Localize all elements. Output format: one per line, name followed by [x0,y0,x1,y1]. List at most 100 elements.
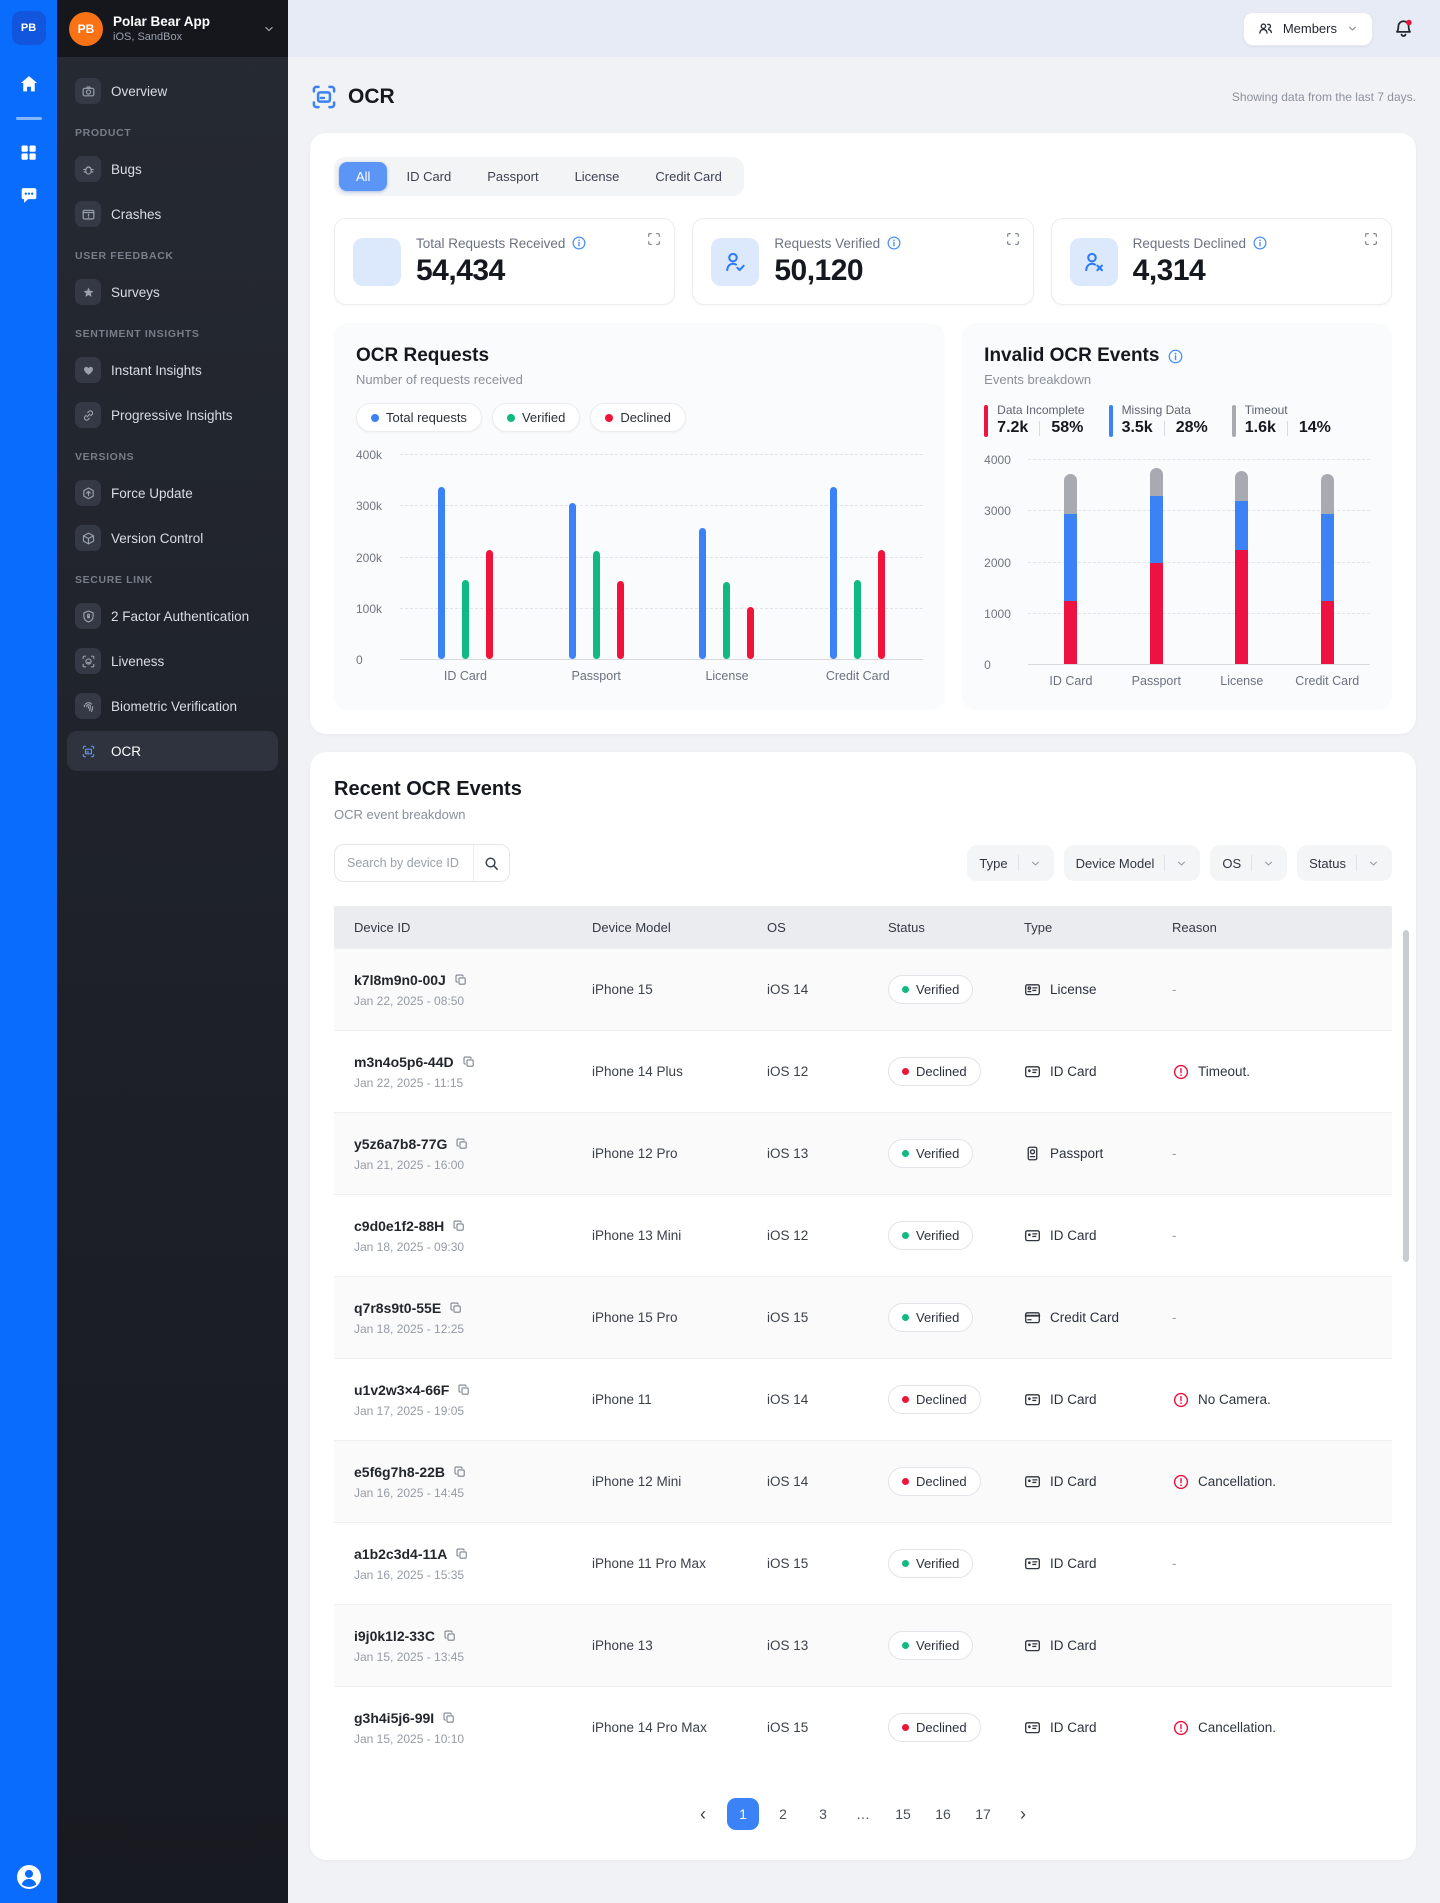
stacked-bar [1064,474,1078,664]
sidebar-section-label: VERSIONS [75,451,135,463]
sidebar-item-crashes[interactable]: Crashes [67,194,278,234]
page-button-1[interactable]: 1 [727,1798,759,1830]
home-icon[interactable] [18,73,40,95]
copy-icon[interactable] [455,1137,469,1151]
device-id: u1v2w3×4-66F [354,1382,592,1398]
sidebar-item-instant-insights[interactable]: Instant Insights [67,350,278,390]
id-card-icon [1024,1719,1041,1736]
bar [485,550,493,659]
copy-icon[interactable] [452,1219,466,1233]
legend-stat-data-incomplete: Data Incomplete 7.2k 58% [984,403,1085,437]
notification-bell-icon[interactable] [1393,18,1414,39]
copy-icon[interactable] [453,1465,467,1479]
copy-icon[interactable] [454,973,468,987]
copy-icon[interactable] [449,1301,463,1315]
bar-group-id-card [400,454,531,659]
sidebar-item-bugs[interactable]: Bugs [67,149,278,189]
table-row: u1v2w3×4-66F Jan 17, 2025 - 19:05 iPhone 1… [334,1358,1392,1440]
type-cell: License [1024,981,1172,998]
copy-icon[interactable] [442,1711,456,1725]
tab-id-card[interactable]: ID Card [406,169,452,184]
y-axis-tick: 200k [356,550,383,565]
os-cell: iOS 13 [767,1638,809,1653]
user-avatar-icon[interactable] [14,1862,44,1892]
sidebar-item-biometric-verification[interactable]: Biometric Verification [67,686,278,726]
device-id-text: q7r8s9t0-55E [354,1299,442,1316]
sidebar-item-overview[interactable]: Overview [67,71,278,111]
expand-icon[interactable] [1363,231,1379,247]
info-icon[interactable] [1167,348,1184,365]
filter-label: Device Model [1075,855,1155,871]
sidebar-item-label: Version Control [111,530,204,546]
page-button-2[interactable]: 2 [779,1806,787,1822]
expand-icon[interactable] [1005,231,1021,247]
bar [592,551,600,659]
sidebar-item-progressive-insights[interactable]: Progressive Insights [67,395,278,435]
search-icon[interactable] [473,845,509,881]
sidebar-item-version-control[interactable]: Version Control [67,518,278,558]
sidebar-item-surveys[interactable]: Surveys [67,272,278,312]
search-input[interactable] [335,856,473,870]
page-button-16[interactable]: 16 [935,1806,951,1822]
next-page-button[interactable]: › [1020,1803,1026,1824]
sidebar-item-2-factor-authentication[interactable]: 2 Factor Authentication [67,596,278,636]
tab-all[interactable]: All [339,162,388,191]
device-id: i9j0k1l2-33C [354,1628,592,1644]
gridline [400,454,924,455]
filter-type[interactable]: Type [967,845,1054,881]
previous-page-button[interactable]: ‹ [700,1803,706,1824]
tab-license[interactable]: License [574,169,620,184]
info-icon[interactable] [886,235,902,251]
status-label: Verified [916,1638,960,1653]
device-model-cell: iPhone 13 Mini [592,1228,682,1243]
members-button[interactable]: Members [1242,11,1373,46]
copy-icon[interactable] [457,1383,471,1397]
sidebar-item-force-update[interactable]: Force Update [67,473,278,513]
column-header-device-model: Device Model [592,919,671,935]
filter-os[interactable]: OS [1210,845,1288,881]
chat-icon[interactable] [18,185,40,207]
filter-divider [1017,855,1019,871]
scrollbar-thumb[interactable] [1403,930,1409,1262]
page-button-17[interactable]: 17 [975,1806,991,1822]
stat-card-total-requests-received: Total Requests Received 54,434 [334,218,676,305]
sidebar-item-liveness[interactable]: Liveness [67,641,278,681]
filter-label: Status [1309,855,1346,871]
os-cell: iOS 12 [767,1064,809,1079]
grid-icon[interactable] [18,142,39,163]
status-label: Verified [916,982,960,997]
type-filter-tabs: All ID Card Passport License Credit Card [334,157,744,196]
filter-device-model[interactable]: Device Model [1063,845,1201,881]
tab-passport[interactable]: Passport [487,169,539,184]
copy-icon[interactable] [455,1547,469,1561]
status-cell: Declined [888,1385,1024,1414]
legend-item-declined[interactable]: Declined [590,403,686,432]
stat-label-text: Requests Declined [1132,235,1246,251]
expand-icon[interactable] [646,231,662,247]
reason-cell: - [1172,1228,1177,1243]
filter-status[interactable]: Status [1297,845,1392,881]
copy-icon[interactable] [462,1055,476,1069]
app-switcher[interactable]: PB Polar Bear App iOS, SandBox [57,0,288,57]
rail-logo[interactable]: PB [11,11,46,45]
info-icon[interactable] [571,235,587,251]
sidebar-item-label: Instant Insights [111,362,202,378]
page-button-3[interactable]: 3 [819,1806,827,1822]
status-dot [902,1478,909,1485]
y-axis-tick: 0 [356,653,363,667]
sidebar-item-label: Crashes [111,206,162,222]
status-badge: Verified [888,1139,974,1168]
legend-item-verified[interactable]: Verified [491,403,581,432]
stat-text: Requests Verified 50,120 [774,235,902,288]
tab-credit-card[interactable]: Credit Card [655,169,722,184]
info-icon[interactable] [1252,235,1268,251]
chart-legend: Total requests Verified Declined [356,403,923,432]
legend-item-total-requests[interactable]: Total requests [356,403,482,432]
sidebar-section-label: SENTIMENT INSIGHTS [75,328,200,340]
device-id-text: g3h4i5j6-99I [354,1709,435,1726]
os-cell: iOS 13 [767,1146,809,1161]
events-table: Device ID Device Model OS Status Type Reason k… [334,906,1392,1768]
page-button-15[interactable]: 15 [895,1806,911,1822]
copy-icon[interactable] [443,1629,457,1643]
sidebar-item-ocr[interactable]: OCR [67,731,278,771]
